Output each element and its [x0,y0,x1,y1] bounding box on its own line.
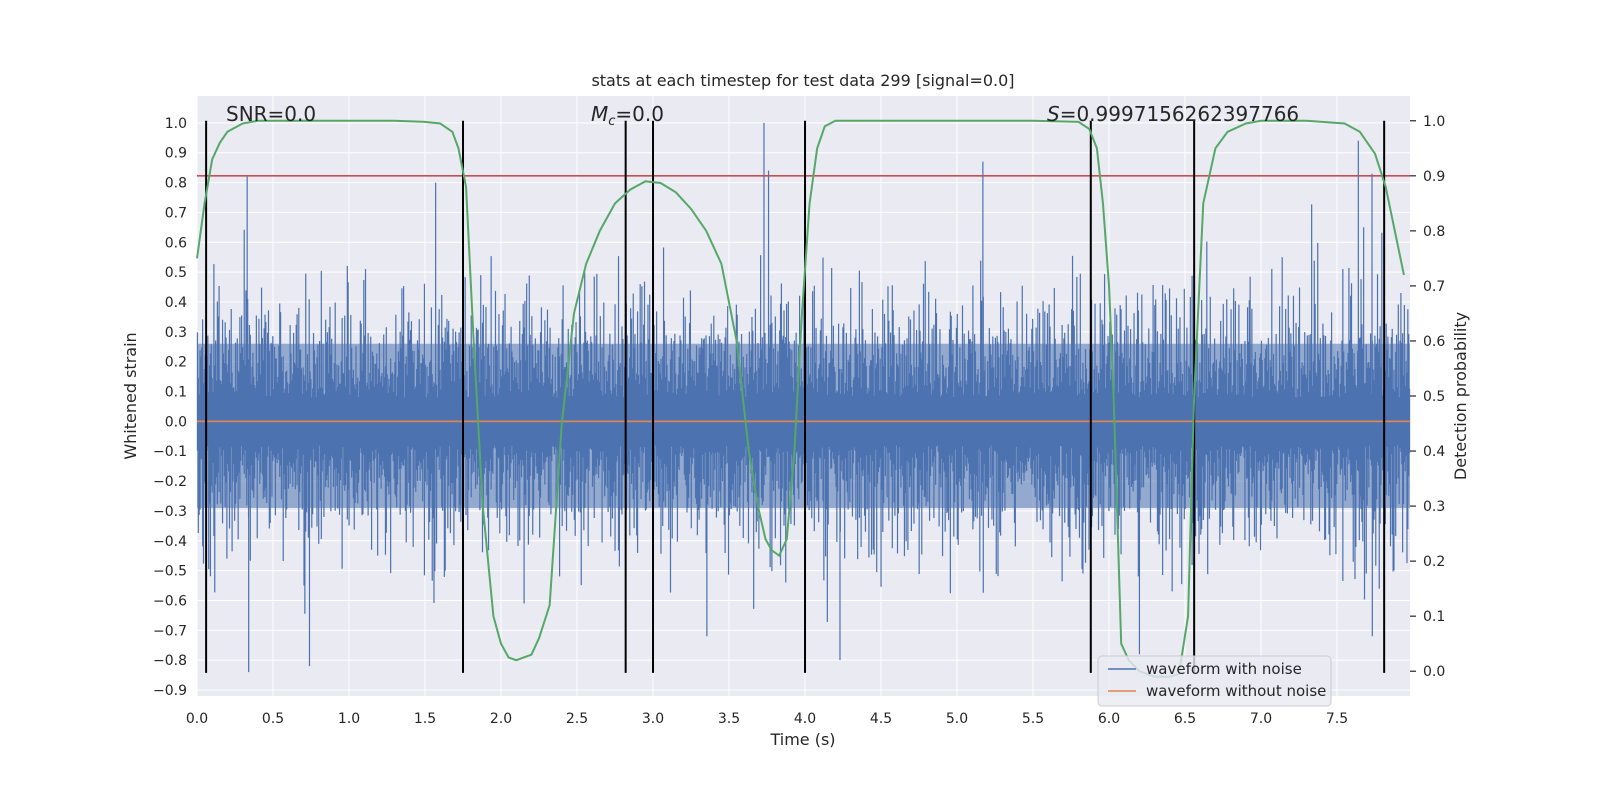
detection-probability-curve [196,119,1405,678]
y-tick-label-5: 0.5 [165,265,187,281]
legend-box [1097,655,1332,707]
y2-tick-label-3: 0.3 [1423,499,1445,515]
y2-tick-label-8: 0.8 [1423,224,1445,240]
snr-annotation: SNR=0.0 [226,102,316,126]
x-tick-label-10: 5.0 [946,711,968,727]
x-tick-label-13: 6.5 [1174,711,1196,727]
x-tick-label-6: 3.0 [642,711,664,727]
y2-tick-label-2: 0.2 [1423,554,1445,570]
y-tick-label-4: 0.6 [165,235,187,251]
series-detection-probability [196,119,1405,678]
y2-tick-label-5: 0.5 [1423,389,1445,405]
s-value: =0.9997156262397766 [1060,102,1299,126]
y2-tick-label-9: 0.9 [1423,169,1445,185]
y-tick-label-11: −0.1 [153,444,187,460]
x-axis-ticks: 0.0 0.5 1.0 1.5 2.0 2.5 3.0 3.5 4.0 4.5 5.0 5.5 6.0 6… [186,711,1348,727]
x-tick-label-8: 4.0 [794,711,816,727]
x-tick-label-5: 2.5 [566,711,588,727]
series-waveform-with-noise [196,122,1411,673]
y-tick-label-16: −0.6 [153,593,187,609]
y-axis-right-ticks: 0.0 0.1 0.2 0.3 0.4 0.5 0.6 0.7 0.8 0.9 1.0 [1410,114,1445,680]
y-tick-label-19: −0.9 [153,683,187,699]
y2-axis-label: Detection probability [1451,312,1470,480]
y-axis-label: Whitened strain [121,332,140,459]
y-tick-label-8: 0.2 [165,355,187,371]
chirp-mass-annotation: Mc=0.0 [591,102,664,129]
y-tick-label-2: 0.8 [165,176,187,192]
x-tick-label-2: 1.0 [338,711,360,727]
y-tick-label-17: −0.7 [153,623,187,639]
y-tick-label-9: 0.1 [165,385,187,401]
s-annotation: S=0.9997156262397766 [1047,102,1299,126]
legend: waveform with noise waveform without noi… [1097,655,1332,707]
legend-label-waveform-without-noise: waveform without noise [1146,682,1326,700]
y-tick-label-7: 0.3 [165,325,187,341]
mc-symbol: M [591,102,608,126]
chart-title: stats at each timestep for test data 299… [591,71,1014,90]
x-tick-label-3: 1.5 [414,711,436,727]
x-tick-label-1: 0.5 [262,711,284,727]
y-tick-label-3: 0.7 [165,205,187,221]
y-tick-label-1: 0.9 [165,146,187,162]
y2-tick-label-4: 0.4 [1423,444,1445,460]
y2-tick-label-6: 0.6 [1423,334,1445,350]
x-tick-label-14: 7.0 [1250,711,1272,727]
y2-tick-label-0: 0.0 [1423,664,1445,680]
y2-tick-label-7: 0.7 [1423,279,1445,295]
y-tick-label-6: 0.4 [165,295,187,311]
x-tick-label-9: 4.5 [870,711,892,727]
y-tick-label-12: −0.2 [153,474,187,490]
y2-tick-label-10: 1.0 [1423,114,1445,130]
waveform-with-noise-dense-band [197,343,1410,508]
x-axis-label: Time (s) [769,730,835,749]
legend-label-waveform-with-noise: waveform with noise [1146,660,1302,678]
y-tick-label-0: 1.0 [165,116,187,132]
y-axis-left-ticks: 1.0 0.9 0.8 0.7 0.6 0.5 0.4 0.3 0.2 0.1 0.0 −0.1 −0.… [153,116,187,699]
y-tick-label-15: −0.5 [153,564,187,580]
y-tick-label-14: −0.4 [153,534,187,550]
x-tick-label-0: 0.0 [186,711,208,727]
y-tick-label-13: −0.3 [153,504,187,520]
s-symbol: S [1047,102,1060,126]
x-tick-label-12: 6.0 [1098,711,1120,727]
mc-subscript: c [608,114,615,129]
y2-tick-label-1: 0.1 [1423,609,1445,625]
mc-value: =0.0 [615,102,664,126]
x-tick-label-7: 3.5 [718,711,740,727]
y-tick-label-18: −0.8 [153,653,187,669]
x-tick-label-11: 5.5 [1022,711,1044,727]
y-tick-label-10: 0.0 [165,414,187,430]
x-tick-label-15: 7.5 [1326,711,1348,727]
x-tick-label-4: 2.0 [490,711,512,727]
